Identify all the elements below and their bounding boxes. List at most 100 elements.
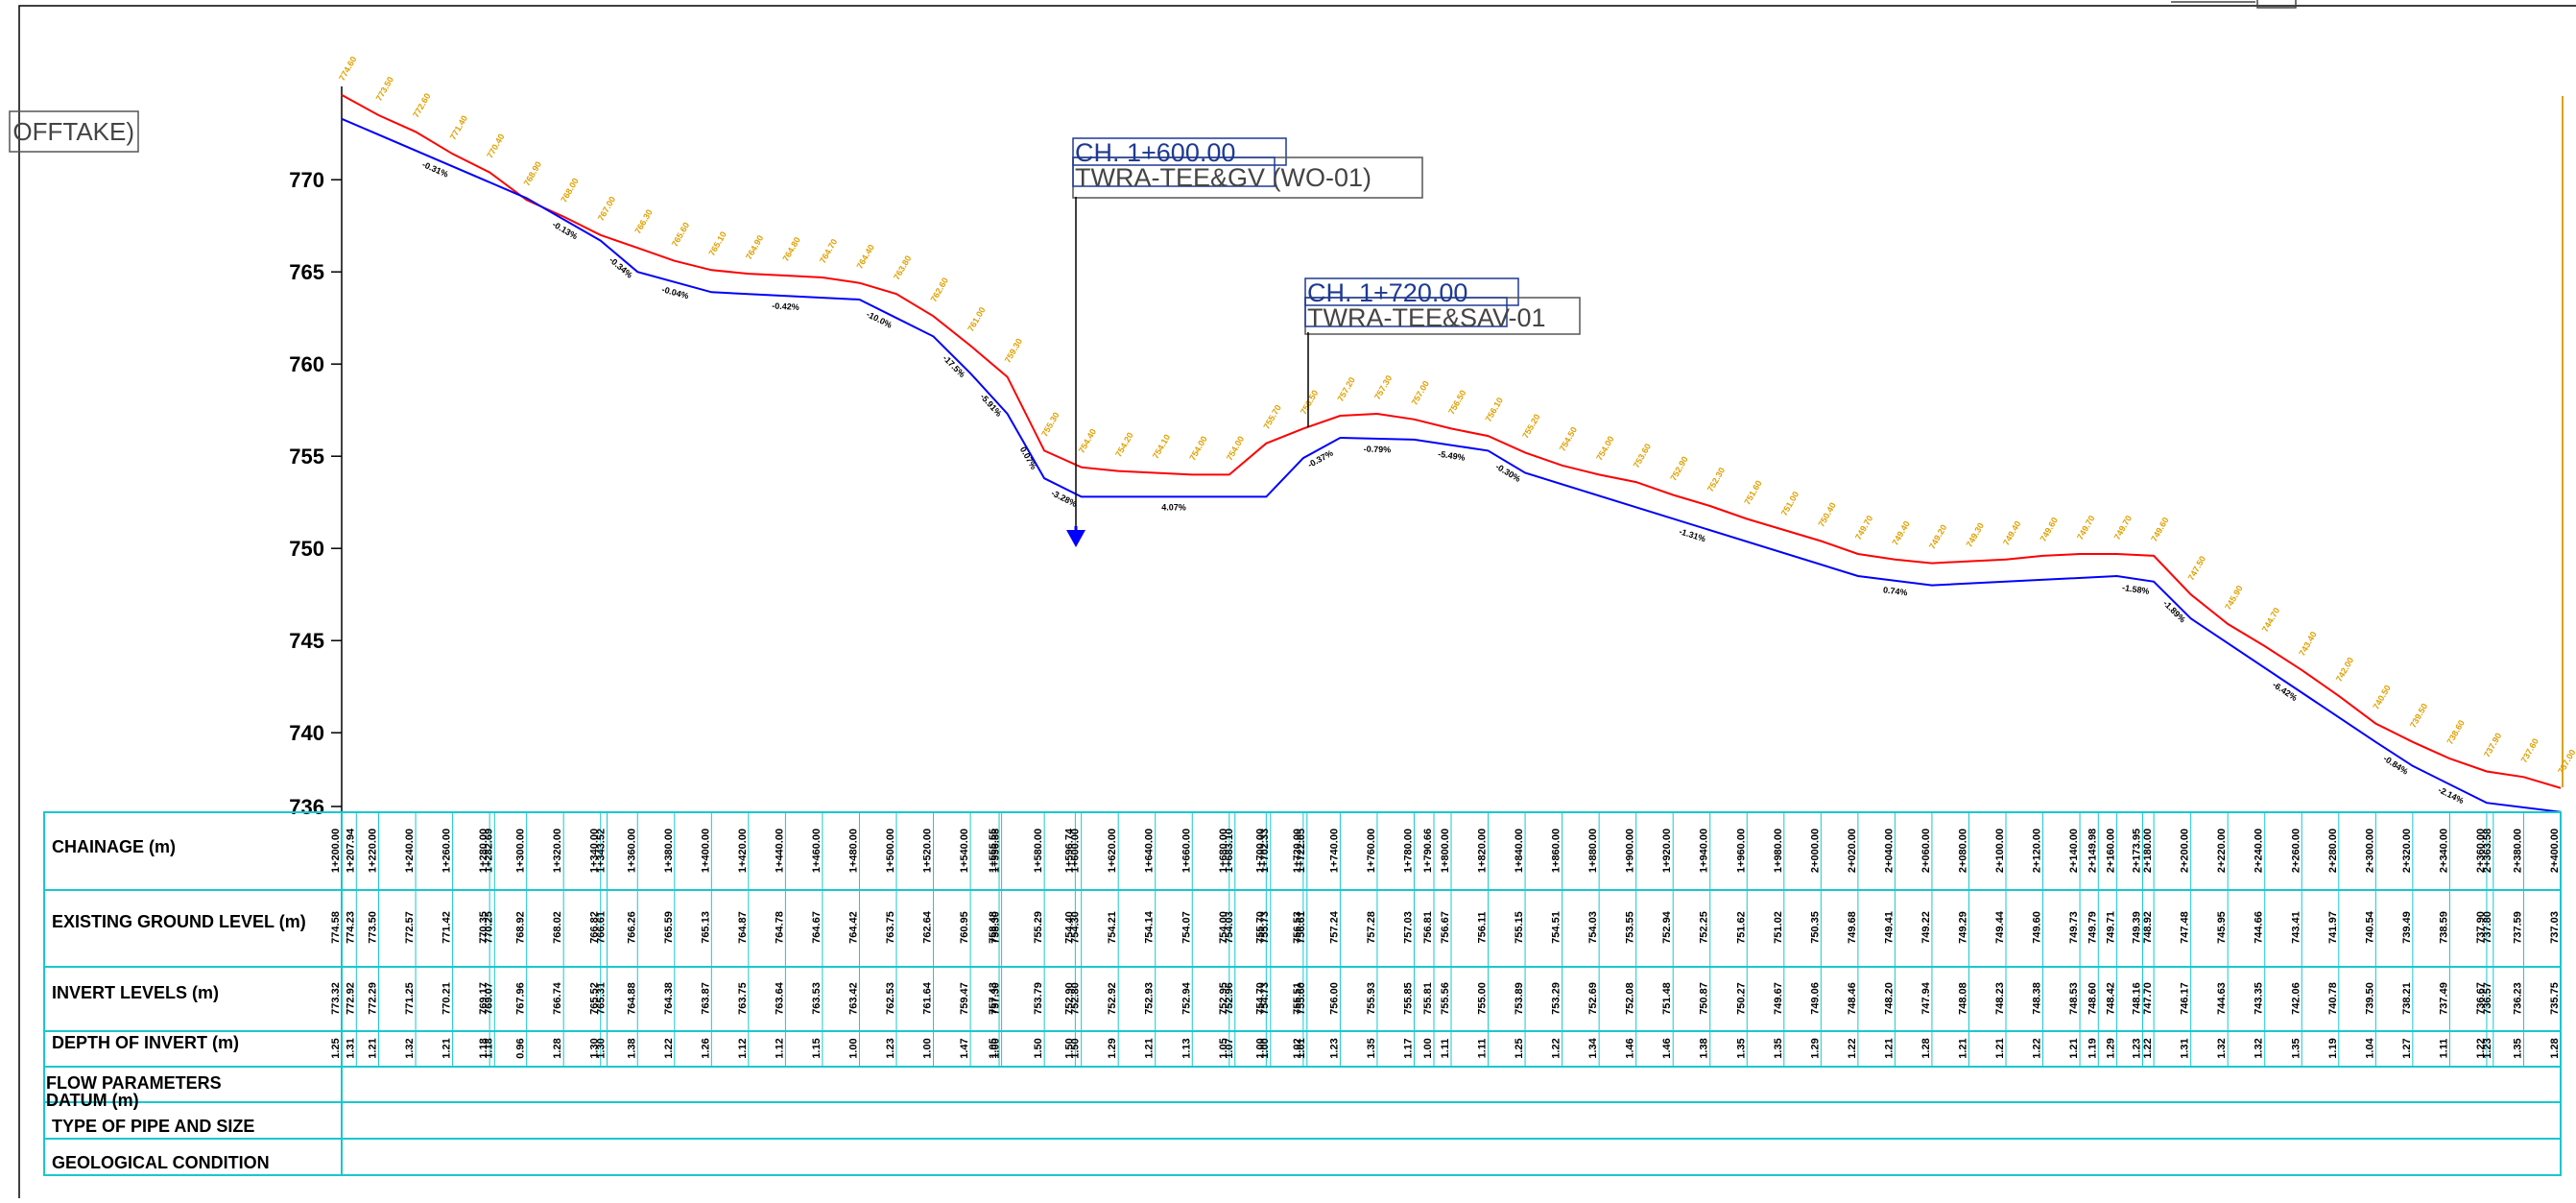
gradient-label: -6.42%: [2271, 680, 2299, 703]
table-row-label: DEPTH OF INVERT (m): [52, 1033, 239, 1052]
table-cell-chainage: 1+820.00: [1477, 829, 1489, 873]
table-cell-invert-level: 759.47: [959, 982, 970, 1015]
table-cell-depth: 1.17: [1403, 1038, 1415, 1058]
table-cell-ground-level: 765.59: [663, 911, 675, 944]
table-cell-ground-level: 758.48: [988, 911, 999, 944]
table-row-label: INVERT LEVELS (m): [52, 983, 219, 1002]
table-cell-depth: 1.00: [848, 1038, 860, 1058]
ground-level-marker-label: 737.90: [2482, 732, 2503, 759]
table-cell-invert-level: 752.93: [1144, 982, 1156, 1015]
ground-level-marker-label: 739.50: [2408, 702, 2429, 730]
table-cell-depth: 1.21: [368, 1038, 379, 1058]
table-cell-chainage: 2+020.00: [1847, 829, 1858, 873]
table-cell-ground-level: 749.41: [1883, 911, 1895, 944]
table-cell-chainage: 2+140.00: [2068, 829, 2080, 873]
ground-level-marker-label: 765.10: [706, 229, 727, 257]
sheet-border: [18, 5, 2576, 1198]
table-cell-invert-level: 772.29: [368, 982, 379, 1015]
table-cell-depth: 0.96: [515, 1038, 527, 1058]
table-cell-invert-level: 769.17: [478, 982, 489, 1015]
table-cell-ground-level: 773.50: [368, 911, 379, 944]
ground-level-marker-label: 771.40: [448, 113, 469, 141]
table-cell-depth: 1.21: [1958, 1038, 1969, 1058]
table-cell-chainage: 2+160.00: [2106, 829, 2117, 873]
ground-level-marker-label: 761.00: [966, 305, 987, 333]
y-tick-label: 765: [289, 260, 324, 284]
table-row-label: EXISTING GROUND LEVEL (m): [52, 912, 306, 931]
table-cell-ground-level: 758.30: [990, 911, 1002, 944]
ground-level-marker-label: 764.70: [818, 237, 839, 265]
table-cell-depth: 1.22: [2142, 1038, 2154, 1058]
offtake-label-text: OFFTAKE): [12, 117, 134, 146]
ground-level-marker-label: 756.10: [1484, 396, 1505, 423]
table-cell-depth: 1.18: [478, 1038, 489, 1058]
table-cell-ground-level: 749.60: [2032, 911, 2043, 944]
table-cell-depth: 1.32: [404, 1038, 416, 1058]
table-cell-chainage: 1+380.00: [663, 829, 675, 873]
ground-level-marker-label: 737.00: [2556, 748, 2576, 776]
valve-marker: [1066, 530, 1085, 547]
table-cell-chainage: 1+900.00: [1625, 829, 1636, 873]
ground-level-marker-label: 754.10: [1151, 433, 1172, 461]
table-cell-invert-level: 763.64: [774, 981, 785, 1015]
table-cell-chainage: 1+720.00: [1292, 829, 1303, 873]
ground-level-marker-label: 740.50: [2371, 684, 2392, 711]
table-cell-ground-level: 744.66: [2254, 911, 2265, 944]
table-cell-chainage: 2+260.00: [2290, 829, 2302, 873]
ground-level-marker-label: 738.60: [2445, 718, 2466, 746]
table-cell-depth: 1.23: [1328, 1038, 1340, 1058]
table-cell-ground-level: 763.75: [885, 911, 896, 944]
table-cell-depth: 1.05: [988, 1038, 999, 1058]
table-cell-ground-level: 753.55: [1625, 911, 1636, 944]
ground-level-marker-label: 756.50: [1299, 389, 1320, 417]
ground-level-marker-label: 752.90: [1668, 455, 1689, 483]
table-cell-invert-level: 750.27: [1735, 982, 1747, 1015]
table-cell-ground-level: 754.00: [1218, 911, 1229, 944]
table-cell-depth: 1.21: [441, 1038, 453, 1058]
table-cell-chainage: 1+790.66: [1422, 829, 1434, 873]
table-cell-invert-level: 773.32: [330, 982, 342, 1015]
ground-level-marker-label: 768.00: [559, 177, 580, 205]
table-cell-invert-level: 753.79: [1033, 982, 1044, 1015]
table-cell-ground-level: 739.49: [2401, 911, 2413, 944]
table-cell-depth: 1.12: [774, 1038, 785, 1058]
ground-level-marker-label: 752.30: [1705, 466, 1727, 493]
gradient-labels: -0.31%-0.13%-0.34%-0.04%-0.42%-10.0%-17.…: [420, 159, 2465, 806]
ground-level-marker-label: 749.40: [2001, 519, 2022, 547]
table-cell-depth: 1.05: [1218, 1038, 1229, 1058]
table-cell-invert-level: 756.00: [1328, 982, 1340, 1015]
ground-level-marker-label: 747.50: [2186, 554, 2207, 582]
table-cell-ground-level: 749.68: [1847, 911, 1858, 944]
table-cell-depth: 1.38: [1699, 1038, 1710, 1058]
table-cell-chainage: 2+040.00: [1883, 829, 1895, 873]
table-cell-ground-level: 737.59: [2513, 911, 2524, 944]
table-cell-chainage: 1+400.00: [700, 829, 711, 873]
table-cell-invert-level: 748.20: [1883, 982, 1895, 1015]
table-cell-chainage: 1+600.00: [1070, 829, 1082, 873]
table-cell-ground-level: 766.61: [596, 911, 608, 944]
table-cell-ground-level: 768.02: [552, 911, 563, 944]
title-block-corner: [2171, 0, 2297, 9]
table-cell-depth: 1.11: [1477, 1039, 1489, 1059]
table-cell-ground-level: 749.39: [2132, 911, 2143, 944]
table-cell-ground-level: 749.29: [1958, 911, 1969, 944]
table-cell-ground-level: 745.95: [2216, 911, 2228, 944]
table-cell-depth: 1.35: [2290, 1038, 2302, 1058]
table-cell-ground-level: 774.58: [330, 911, 342, 944]
table-cell-depth: 1.30: [589, 1038, 601, 1058]
ground-level-marker-label: 737.60: [2519, 736, 2540, 764]
table-cell-chainage: 2+100.00: [1994, 829, 2006, 873]
table-cell-depth: 1.35: [2513, 1038, 2524, 1058]
table-cell-chainage: 2+149.98: [2087, 829, 2098, 873]
table-cell-depth: 1.32: [2216, 1038, 2228, 1058]
table-cell-chainage: 1+520.00: [922, 829, 934, 873]
table-cell-ground-level: 743.41: [2290, 911, 2302, 944]
table-cell-ground-level: 738.59: [2438, 911, 2449, 944]
table-cell-ground-level: 737.80: [2482, 911, 2493, 944]
table-cell-ground-level: 754.51: [1551, 911, 1562, 944]
y-tick-label: 760: [289, 352, 324, 376]
gradient-label: -5.49%: [1438, 449, 1467, 463]
table-cell-chainage: 1+343.52: [596, 829, 608, 873]
table-cell-invert-level: 737.49: [2438, 982, 2449, 1015]
table-cell-depth: 1.21: [1994, 1038, 2006, 1058]
